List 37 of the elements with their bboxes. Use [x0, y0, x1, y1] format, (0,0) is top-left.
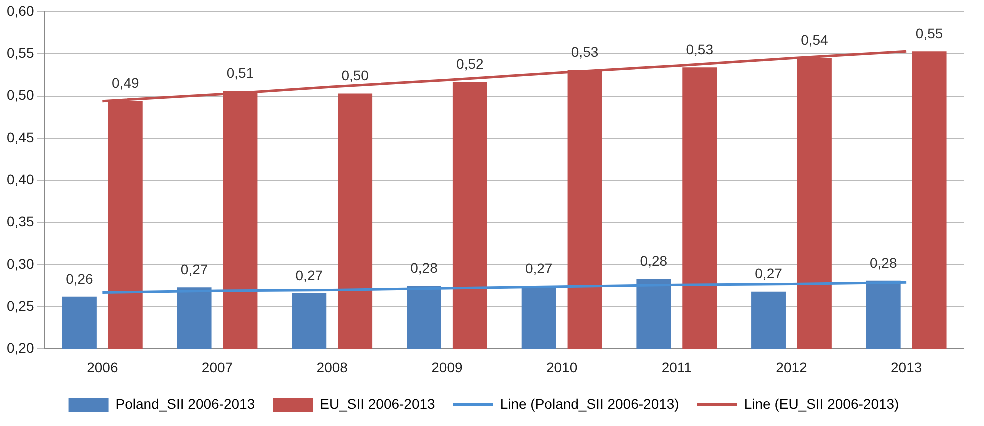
data-label: 0,54	[801, 32, 829, 48]
data-label: 0,27	[180, 262, 208, 278]
x-tick-label: 2010	[546, 359, 578, 376]
data-label: 0,53	[571, 44, 599, 60]
legend-label: Line (Poland_SII 2006-2013)	[500, 396, 680, 412]
data-label: 0,51	[226, 65, 254, 82]
y-tick-label: 0,50	[7, 87, 34, 104]
y-tick-label: 0,25	[7, 298, 34, 314]
data-label: 0,50	[342, 68, 370, 84]
y-tick-label: 0,60	[7, 2, 34, 19]
y-tick-label: 0,40	[7, 171, 34, 188]
data-label: 0,52	[456, 56, 484, 72]
data-label: 0,28	[410, 260, 438, 276]
x-tick-label: 2006	[87, 359, 118, 376]
y-tick-label: 0,55	[7, 45, 34, 62]
legend-label: Line (EU_SII 2006-2013)	[744, 396, 900, 412]
data-label: 0,28	[640, 253, 668, 270]
x-tick-label: 2012	[776, 359, 808, 376]
x-tick-label: 2009	[432, 359, 463, 376]
x-tick-label: 2008	[316, 359, 348, 376]
y-tick-label: 0,20	[7, 340, 34, 356]
legend-label: EU_SII 2006-2013	[320, 396, 436, 412]
y-tick-label: 0,45	[7, 129, 34, 146]
data-label: 0,53	[686, 41, 714, 58]
data-label: 0,49	[112, 75, 140, 92]
x-tick-label: 2007	[202, 359, 234, 376]
x-tick-label: 2011	[662, 359, 692, 376]
data-label: 0,26	[66, 270, 94, 287]
legend-label: Poland_SII 2006-2013	[116, 396, 256, 412]
data-label: 0,27	[525, 260, 553, 277]
y-tick-label: 0,35	[7, 214, 34, 230]
data-label: 0,27	[296, 267, 324, 284]
x-tick-label: 2013	[891, 359, 922, 376]
data-label: 0,55	[916, 25, 944, 42]
y-tick-label: 0,30	[7, 256, 34, 272]
data-label: 0,28	[870, 254, 898, 271]
data-label: 0,27	[755, 266, 783, 282]
